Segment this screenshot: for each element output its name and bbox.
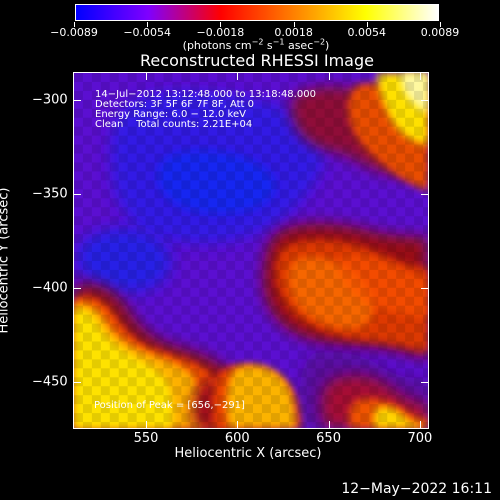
x-axis-tick-label: 600 — [224, 431, 250, 446]
clean-counts-label: Clean Total counts: 2.21E+04 — [95, 119, 253, 130]
y-axis-tick-label: −350 — [32, 186, 68, 202]
detectors-label: Detectors: 3F 5F 6F 7F 8F, Att 0 — [95, 99, 255, 110]
colorbar-units-exp-3: −2 — [313, 37, 326, 47]
x-axis-top-tick — [419, 72, 421, 80]
colorbar-units-suffix: ) — [325, 39, 330, 52]
x-axis-tick-label: 650 — [316, 431, 341, 446]
colorbar-tick — [74, 22, 75, 27]
y-axis-left-tick — [73, 100, 81, 102]
plot-title: Reconstructed RHESSI Image — [140, 51, 374, 70]
y-axis-left-tick — [73, 288, 81, 290]
colorbar-units-exp-2: −1 — [272, 37, 285, 47]
x-axis-top-tick — [237, 72, 239, 80]
y-axis-tick-label: −300 — [32, 92, 68, 108]
colorbar-units-mid-1: s — [263, 39, 273, 52]
peak-position-label: Position of Peak = [656,−291] — [94, 400, 245, 411]
colorbar-units-mid-2: asec — [284, 39, 314, 52]
y-axis-right-tick — [421, 194, 429, 196]
colorbar-units: (photons cm−2 s−1 asec−2) — [182, 37, 330, 52]
colorbar-units-prefix: (photons cm — [182, 39, 252, 52]
x-axis-tick-label: 550 — [133, 431, 159, 446]
y-axis-right-tick — [421, 288, 429, 290]
x-axis-bottom-tick — [146, 421, 148, 429]
y-axis-tick-label: −400 — [32, 280, 68, 296]
y-axis-tick-label: −450 — [32, 374, 68, 390]
x-axis-bottom-tick — [328, 421, 330, 429]
x-axis-bottom-tick — [237, 421, 239, 429]
colorbar-tick — [147, 22, 149, 27]
colorbar-units-exp-1: −2 — [251, 37, 264, 47]
x-axis-top-tick — [328, 72, 330, 80]
time-range-label: 14−Jul−2012 13:12:48.000 to 13:18:48.000 — [95, 89, 316, 100]
colorbar — [75, 4, 439, 21]
rhessi-image — [74, 73, 428, 428]
y-axis-left-tick — [73, 194, 81, 196]
y-axis-right-tick — [421, 100, 429, 102]
x-axis-bottom-tick — [419, 421, 421, 429]
energy-range-label: Energy Range: 6.0 − 12.0 keV — [95, 109, 246, 120]
colorbar-wrap — [74, 3, 440, 22]
y-axis-title: Heliocentric Y (arcsec) — [0, 187, 12, 334]
y-axis-left-tick — [73, 382, 81, 384]
render-timestamp: 12−May−2022 16:11 — [341, 481, 492, 497]
colorbar-tick — [366, 22, 368, 27]
colorbar-tick-label: 0.0089 — [420, 26, 460, 39]
y-axis-right-tick — [421, 382, 429, 384]
colorbar-tick-label: −0.0054 — [123, 26, 172, 39]
x-axis-title: Heliocentric X (arcsec) — [174, 446, 322, 461]
colorbar-tick-label: 0.0054 — [347, 26, 387, 39]
colorbar-tick-label: −0.0018 — [196, 26, 245, 39]
x-axis-tick-label: 700 — [407, 431, 433, 446]
x-axis-top-tick — [146, 72, 148, 80]
rhessi-map: 14−Jul−2012 13:12:48.000 to 13:18:48.000… — [73, 72, 429, 429]
colorbar-tick — [440, 22, 441, 27]
colorbar-tick — [293, 22, 295, 27]
colorbar-tick — [220, 22, 222, 27]
colorbar-tick-label: −0.0089 — [50, 26, 98, 39]
colorbar-tick-label: 0.0018 — [274, 26, 313, 39]
